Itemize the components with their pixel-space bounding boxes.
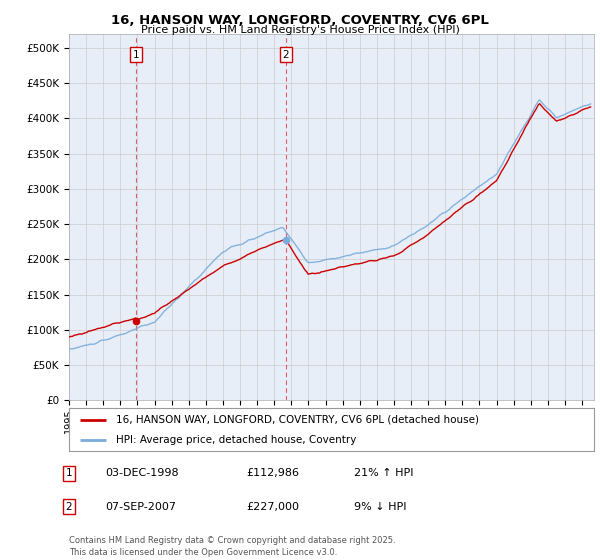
Text: 03-DEC-1998: 03-DEC-1998 [105,468,179,478]
Text: 16, HANSON WAY, LONGFORD, COVENTRY, CV6 6PL: 16, HANSON WAY, LONGFORD, COVENTRY, CV6 … [111,14,489,27]
Text: 07-SEP-2007: 07-SEP-2007 [105,502,176,512]
Text: Price paid vs. HM Land Registry's House Price Index (HPI): Price paid vs. HM Land Registry's House … [140,25,460,35]
Text: Contains HM Land Registry data © Crown copyright and database right 2025.
This d: Contains HM Land Registry data © Crown c… [69,536,395,557]
Text: 1: 1 [65,468,73,478]
Text: 2: 2 [283,50,289,60]
Text: 9% ↓ HPI: 9% ↓ HPI [354,502,407,512]
Text: 21% ↑ HPI: 21% ↑ HPI [354,468,413,478]
Text: 1: 1 [133,50,139,60]
Text: £227,000: £227,000 [246,502,299,512]
Text: HPI: Average price, detached house, Coventry: HPI: Average price, detached house, Cove… [116,435,356,445]
Text: £112,986: £112,986 [246,468,299,478]
Text: 16, HANSON WAY, LONGFORD, COVENTRY, CV6 6PL (detached house): 16, HANSON WAY, LONGFORD, COVENTRY, CV6 … [116,415,479,424]
Text: 2: 2 [65,502,73,512]
